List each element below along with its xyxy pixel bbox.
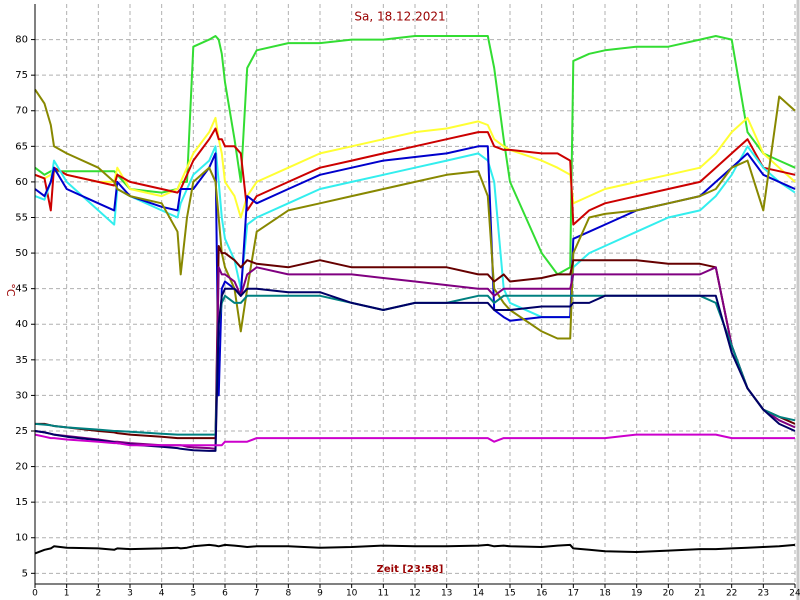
- x-tick-label: 9: [317, 589, 323, 599]
- x-tick-label: 12: [409, 589, 420, 599]
- y-tick-label: 45: [15, 284, 28, 295]
- y-tick-label: 80: [15, 35, 28, 46]
- series-line: [34, 116, 796, 219]
- x-axis-label: Zeit [23:58]: [377, 564, 444, 575]
- series-line: [34, 127, 796, 226]
- x-tick-label: 10: [346, 589, 358, 599]
- x-tick-label: 19: [631, 589, 643, 599]
- x-tick-label: 7: [254, 589, 260, 599]
- x-tick-label: 24: [789, 589, 800, 599]
- x-tick-label: 21: [694, 589, 705, 599]
- x-tick-label: 16: [536, 589, 548, 599]
- x-tick-label: 1: [64, 589, 70, 599]
- x-tick-label: 20: [663, 589, 675, 599]
- x-tick-label: 11: [378, 589, 389, 599]
- y-tick-label: 55: [15, 212, 28, 223]
- y-tick-label: 25: [15, 426, 28, 437]
- y-tick-label: 65: [15, 141, 28, 152]
- x-tick-label: 0: [32, 589, 38, 599]
- x-tick-label: 3: [127, 589, 133, 599]
- y-tick-label: 5: [22, 568, 28, 579]
- x-tick-label: 6: [222, 589, 228, 599]
- y-tick-label: 35: [15, 355, 28, 366]
- chart-title: Sa, 18.12.2021: [354, 10, 445, 24]
- y-tick-label: 40: [15, 319, 28, 330]
- x-tick-label: 13: [441, 589, 452, 599]
- y-axis-label: °C: [4, 283, 17, 297]
- x-tick-label: 2: [95, 589, 101, 599]
- y-tick-label: 75: [15, 70, 28, 81]
- x-tick-label: 15: [504, 589, 515, 599]
- y-tick-label: 60: [15, 177, 28, 188]
- y-tick-label: 10: [15, 533, 28, 544]
- x-tick-label: 18: [599, 589, 611, 599]
- x-tick-label: 4: [159, 589, 165, 599]
- y-tick-label: 30: [15, 390, 28, 401]
- x-tick-label: 5: [190, 589, 196, 599]
- y-tick-label: 70: [15, 106, 28, 117]
- series-line: [34, 433, 795, 447]
- series-line: [35, 245, 796, 440]
- y-tick-label: 50: [15, 248, 28, 259]
- x-tick-label: 14: [473, 589, 485, 599]
- series-line: [34, 543, 796, 555]
- series-line: [34, 88, 796, 340]
- y-tick-label: 15: [15, 497, 28, 508]
- x-tick-label: 23: [758, 589, 769, 599]
- y-tick-label: 20: [15, 462, 28, 473]
- x-tick-label: 22: [726, 589, 737, 599]
- x-tick-label: 17: [568, 589, 579, 599]
- lines: [34, 35, 796, 555]
- series-line: [34, 266, 796, 450]
- x-tick-label: 8: [285, 589, 291, 599]
